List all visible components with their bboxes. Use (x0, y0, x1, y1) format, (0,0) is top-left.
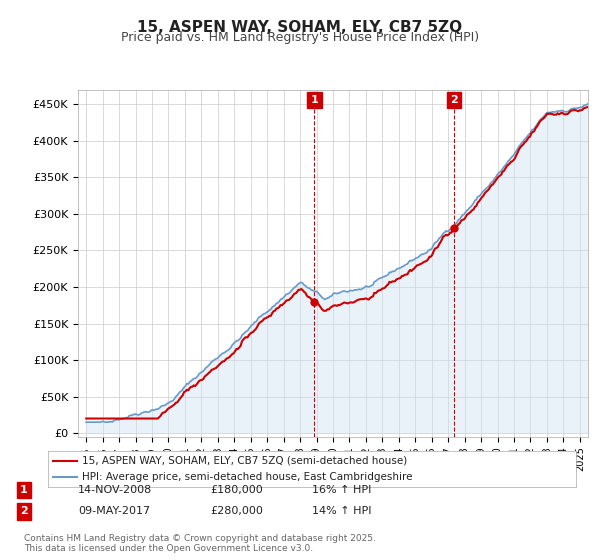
Text: Price paid vs. HM Land Registry's House Price Index (HPI): Price paid vs. HM Land Registry's House … (121, 31, 479, 44)
Text: 16% ↑ HPI: 16% ↑ HPI (312, 485, 371, 495)
Text: 14-NOV-2008: 14-NOV-2008 (78, 485, 152, 495)
Text: 09-MAY-2017: 09-MAY-2017 (78, 506, 150, 516)
Text: £180,000: £180,000 (210, 485, 263, 495)
Text: HPI: Average price, semi-detached house, East Cambridgeshire: HPI: Average price, semi-detached house,… (82, 472, 413, 482)
Text: 1: 1 (20, 485, 28, 495)
Text: 15, ASPEN WAY, SOHAM, ELY, CB7 5ZQ: 15, ASPEN WAY, SOHAM, ELY, CB7 5ZQ (137, 20, 463, 35)
Text: 2: 2 (450, 95, 458, 105)
Text: Contains HM Land Registry data © Crown copyright and database right 2025.
This d: Contains HM Land Registry data © Crown c… (24, 534, 376, 553)
Text: 14% ↑ HPI: 14% ↑ HPI (312, 506, 371, 516)
Text: 1: 1 (311, 95, 318, 105)
Text: 2: 2 (20, 506, 28, 516)
Text: 15, ASPEN WAY, SOHAM, ELY, CB7 5ZQ (semi-detached house): 15, ASPEN WAY, SOHAM, ELY, CB7 5ZQ (semi… (82, 456, 407, 466)
Text: £280,000: £280,000 (210, 506, 263, 516)
